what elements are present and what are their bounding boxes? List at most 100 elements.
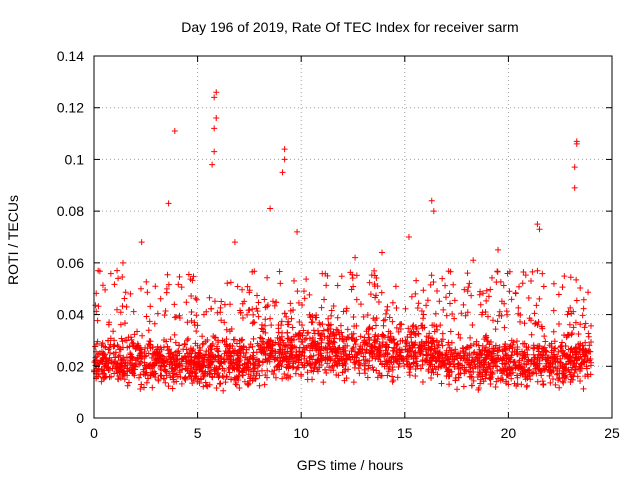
data-point — [404, 333, 411, 340]
data-point — [338, 273, 345, 280]
data-point — [223, 343, 230, 350]
data-point — [115, 343, 122, 350]
data-point — [284, 321, 291, 328]
data-point — [278, 363, 285, 370]
data-point — [522, 272, 529, 279]
data-point — [425, 368, 432, 375]
data-point — [296, 318, 303, 325]
data-point — [313, 359, 320, 366]
data-point — [366, 279, 373, 286]
data-point — [194, 378, 201, 385]
data-point — [316, 319, 323, 326]
data-point — [181, 375, 188, 382]
data-point — [233, 340, 240, 347]
data-point — [469, 321, 476, 328]
data-point — [311, 338, 318, 345]
data-point — [330, 302, 337, 309]
data-point — [494, 268, 501, 275]
data-point — [154, 310, 161, 317]
data-point — [564, 332, 571, 339]
data-point — [326, 337, 333, 344]
data-point — [128, 336, 135, 343]
data-point — [174, 352, 181, 359]
data-point — [117, 309, 124, 316]
data-point — [152, 351, 159, 358]
data-point — [361, 334, 368, 341]
data-point — [386, 314, 393, 321]
data-point — [200, 362, 207, 369]
data-point — [464, 288, 471, 295]
data-point — [549, 375, 556, 382]
data-point — [478, 351, 485, 358]
data-point — [105, 346, 112, 353]
data-point — [245, 359, 252, 366]
data-point — [321, 296, 328, 303]
data-point — [373, 275, 380, 282]
data-point — [406, 372, 413, 379]
data-point — [396, 360, 403, 367]
data-point — [202, 379, 209, 386]
data-point — [210, 333, 217, 340]
data-point — [129, 355, 136, 362]
data-point — [355, 349, 362, 356]
data-point — [468, 354, 475, 361]
data-point — [559, 339, 566, 346]
data-point — [262, 316, 269, 323]
data-point — [315, 368, 322, 375]
data-point — [260, 339, 267, 346]
data-point — [450, 281, 457, 288]
data-point — [447, 328, 454, 335]
data-point — [508, 296, 515, 303]
data-point — [437, 322, 444, 329]
data-point — [543, 362, 550, 369]
data-point — [481, 357, 488, 364]
data-point — [188, 293, 195, 300]
data-point — [306, 291, 313, 298]
data-point — [311, 364, 318, 371]
data-point — [509, 344, 516, 351]
data-point — [130, 370, 137, 377]
data-point — [168, 365, 175, 372]
data-point — [211, 148, 218, 155]
data-point — [213, 115, 220, 122]
data-point — [414, 304, 421, 311]
data-point — [259, 359, 266, 366]
data-point — [458, 310, 465, 317]
data-point — [272, 374, 279, 381]
data-point — [325, 315, 332, 322]
data-point — [482, 347, 489, 354]
data-point — [512, 289, 519, 296]
data-point — [241, 298, 248, 305]
data-point — [392, 283, 399, 290]
data-point — [171, 331, 178, 338]
data-point — [155, 377, 162, 384]
data-point — [185, 335, 192, 342]
data-point — [408, 293, 415, 300]
data-point — [378, 289, 385, 296]
data-point — [226, 369, 233, 376]
data-point — [149, 362, 156, 369]
data-point — [524, 382, 531, 389]
data-point — [447, 268, 454, 275]
chart-title: Day 196 of 2019, Rate Of TEC Index for r… — [181, 19, 518, 35]
data-point — [192, 340, 199, 347]
data-point — [300, 327, 307, 334]
data-point — [561, 365, 568, 372]
data-point — [292, 358, 299, 365]
data-point — [174, 373, 181, 380]
data-point — [516, 283, 523, 290]
data-point — [170, 376, 177, 383]
data-point — [460, 301, 467, 308]
data-point — [479, 309, 486, 316]
data-point — [438, 380, 445, 387]
data-point — [122, 289, 129, 296]
data-point — [227, 353, 234, 360]
data-point — [564, 311, 571, 318]
data-point — [200, 340, 207, 347]
data-point — [225, 348, 232, 355]
data-point — [178, 380, 185, 387]
data-point — [417, 365, 424, 372]
data-point — [502, 346, 509, 353]
data-point — [534, 221, 541, 228]
data-point — [162, 308, 169, 315]
